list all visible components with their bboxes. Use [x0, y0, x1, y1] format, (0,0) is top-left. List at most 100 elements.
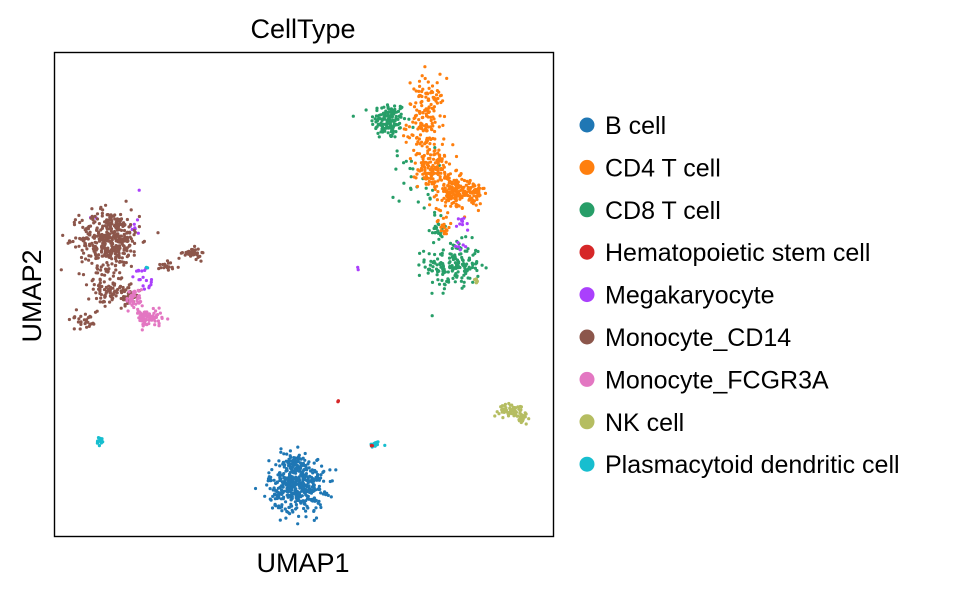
scatter-point: [315, 473, 320, 477]
scatter-point: [412, 148, 416, 152]
scatter-point: [429, 125, 433, 129]
scatter-point: [454, 224, 459, 228]
scatter-point: [432, 117, 436, 121]
scatter-point: [137, 269, 141, 273]
scatter-point: [302, 474, 306, 478]
scatter-point: [409, 159, 413, 163]
scatter-point: [468, 197, 472, 201]
scatter-point: [376, 122, 380, 126]
scatter-point: [113, 213, 117, 217]
scatter-point: [382, 111, 386, 115]
scatter-point: [462, 280, 466, 284]
scatter-point: [137, 289, 141, 293]
scatter-point: [427, 229, 431, 233]
scatter-point: [524, 422, 528, 426]
scatter-point: [433, 137, 437, 141]
scatter-point: [285, 486, 289, 490]
scatter-point: [437, 148, 441, 152]
scatter-point: [199, 259, 203, 263]
scatter-point: [428, 142, 432, 146]
scatter-point: [451, 143, 455, 147]
scatter-point: [84, 283, 89, 287]
scatter-point: [269, 475, 273, 479]
scatter-point: [103, 273, 107, 277]
scatter-point: [287, 488, 291, 492]
scatter-point: [471, 280, 475, 284]
scatter-point: [389, 109, 393, 113]
scatter-point: [142, 320, 146, 324]
scatter-point: [513, 412, 517, 416]
scatter-point: [177, 256, 181, 260]
scatter-point: [440, 142, 444, 146]
scatter-point: [152, 311, 156, 315]
scatter-point: [89, 315, 93, 319]
scatter-point: [466, 193, 470, 198]
scatter-point: [126, 254, 130, 258]
scatter-point: [411, 125, 415, 129]
scatter-point: [111, 235, 115, 239]
scatter-point: [439, 214, 443, 218]
scatter-point: [442, 165, 446, 169]
scatter-point: [147, 318, 151, 322]
scatter-point: [447, 256, 452, 260]
scatter-point: [128, 230, 132, 234]
scatter-point: [103, 295, 107, 299]
scatter-point: [61, 233, 65, 237]
scatter-point: [282, 452, 286, 456]
scatter-point: [456, 217, 460, 221]
scatter-point: [439, 93, 443, 97]
scatter-point: [459, 279, 463, 283]
scatter-point: [304, 515, 308, 519]
scatter-point: [441, 224, 445, 228]
scatter-point: [119, 228, 124, 232]
scatter-point: [430, 280, 435, 284]
scatter-point: [510, 412, 514, 416]
scatter-point: [415, 135, 419, 140]
scatter-point: [277, 494, 281, 498]
scatter-point: [393, 119, 397, 123]
scatter-point: [412, 116, 416, 121]
scatter-point: [426, 80, 430, 84]
scatter-point: [448, 172, 452, 176]
scatter-point: [71, 239, 75, 244]
scatter-point: [426, 92, 430, 96]
scatter-point: [407, 125, 411, 129]
scatter-point: [81, 239, 85, 243]
scatter-point: [311, 499, 315, 503]
scatter-point: [317, 476, 321, 480]
scatter-point: [441, 248, 445, 252]
scatter-point: [441, 99, 445, 103]
scatter-point: [467, 265, 471, 269]
scatter-point: [447, 261, 451, 265]
scatter-point: [467, 181, 472, 185]
scatter-point: [433, 231, 437, 235]
scatter-point: [478, 193, 482, 197]
scatter-point: [416, 127, 420, 131]
scatter-point: [112, 271, 116, 275]
scatter-point: [118, 284, 123, 288]
scatter-point: [449, 221, 453, 226]
scatter-point: [440, 278, 444, 282]
scatter-point: [503, 407, 507, 411]
scatter-point: [100, 250, 104, 254]
scatter-point: [404, 140, 408, 144]
scatter-point: [351, 114, 355, 118]
scatter-point: [472, 199, 476, 203]
scatter-point: [137, 214, 141, 219]
scatter-point: [404, 159, 408, 163]
scatter-point: [397, 126, 401, 130]
scatter-point: [518, 404, 522, 409]
scatter-point: [180, 251, 184, 255]
legend-label: CD4 T cell: [605, 154, 721, 182]
scatter-point: [454, 185, 458, 189]
scatter-point: [518, 410, 522, 414]
scatter-point: [386, 131, 390, 135]
scatter-point: [373, 117, 377, 121]
scatter-point: [438, 175, 442, 179]
scatter-point: [428, 203, 432, 207]
scatter-point: [123, 302, 127, 307]
scatter-point: [429, 153, 433, 157]
scatter-point: [104, 203, 108, 207]
scatter-point: [517, 419, 522, 423]
scatter-point: [459, 252, 463, 256]
